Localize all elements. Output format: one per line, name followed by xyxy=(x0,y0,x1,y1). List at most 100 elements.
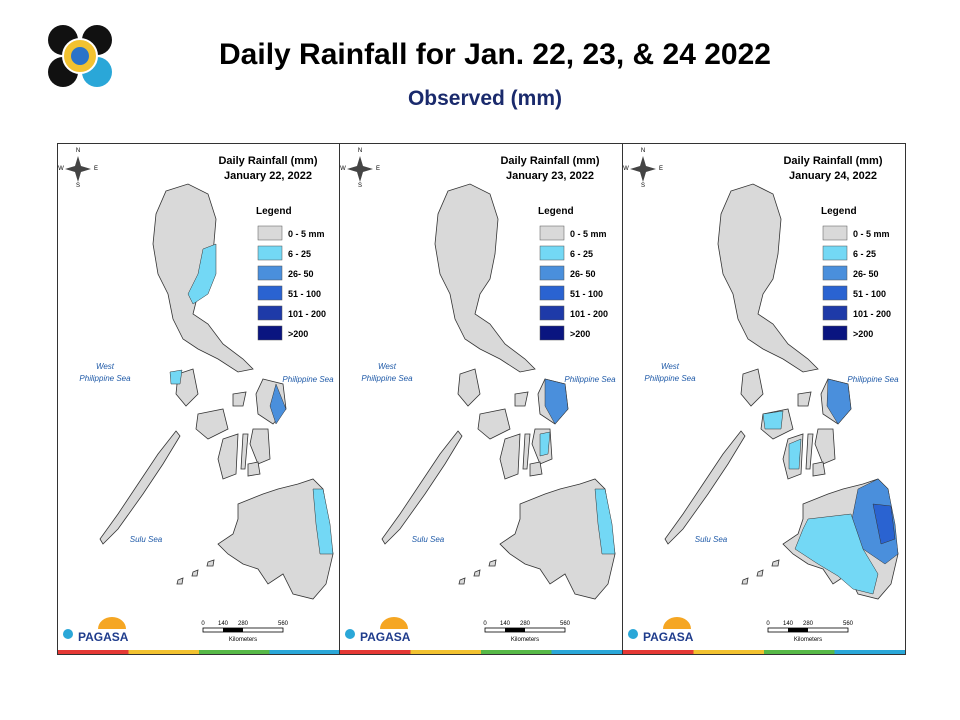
panel-title: Daily Rainfall (mm) xyxy=(500,155,599,167)
rain-area xyxy=(539,431,551,457)
compass-label: S xyxy=(641,183,645,189)
land xyxy=(381,430,463,545)
rain-area xyxy=(788,438,802,470)
logo-mark xyxy=(63,629,73,639)
rain-area xyxy=(762,410,784,430)
land xyxy=(756,569,764,577)
legend-swatch xyxy=(257,245,283,261)
legend-label: 6 - 25 xyxy=(853,249,876,259)
compass-label: W xyxy=(58,166,64,172)
compass-label: N xyxy=(641,148,645,154)
scale-unit: Kilometers xyxy=(511,637,539,643)
legend-label: >200 xyxy=(570,329,590,339)
scale-bar xyxy=(505,628,525,632)
color-strip xyxy=(410,650,481,654)
legend-label: 101 - 200 xyxy=(570,309,608,319)
compass-rose xyxy=(65,156,91,182)
land xyxy=(473,569,481,577)
rain-area xyxy=(544,378,569,425)
logo-umbrella xyxy=(663,617,691,629)
panel-date: January 22, 2022 xyxy=(224,170,312,182)
legend-swatch xyxy=(822,265,848,281)
sea-label: Sulu Sea xyxy=(130,535,163,544)
land xyxy=(814,428,836,465)
land xyxy=(477,408,511,440)
land xyxy=(249,428,271,465)
compass-label: W xyxy=(340,166,346,172)
legend-label: 51 - 100 xyxy=(853,289,886,299)
panel-date: January 23, 2022 xyxy=(506,170,594,182)
logo-text: PAGASA xyxy=(78,630,129,644)
legend-swatch xyxy=(822,285,848,301)
color-strip xyxy=(623,650,694,654)
rain-area xyxy=(594,488,616,555)
sea-label: Philippine Sea xyxy=(361,374,413,383)
logo-text: PAGASA xyxy=(360,630,411,644)
land xyxy=(99,430,181,545)
scale-label: 280 xyxy=(238,621,249,627)
land xyxy=(195,408,229,440)
land xyxy=(499,433,521,480)
legend-title: Legend xyxy=(256,206,292,217)
compass-rose xyxy=(347,156,373,182)
legend-swatch xyxy=(822,245,848,261)
land xyxy=(499,478,616,600)
legend-label: >200 xyxy=(288,329,308,339)
land xyxy=(191,569,199,577)
compass: N E S W xyxy=(623,148,663,189)
agency-logo xyxy=(48,25,112,87)
land xyxy=(805,433,814,470)
color-strip xyxy=(551,650,622,654)
legend-title: Legend xyxy=(821,206,857,217)
panel-date: January 24, 2022 xyxy=(789,170,877,182)
land xyxy=(488,559,497,567)
logo-umbrella xyxy=(98,617,126,629)
subtitle: Observed (mm) xyxy=(407,87,563,110)
compass-label: N xyxy=(76,148,80,154)
land xyxy=(771,559,780,567)
compass-label: E xyxy=(94,166,98,172)
legend-swatch xyxy=(257,305,283,321)
panel-title: Daily Rainfall (mm) xyxy=(218,155,317,167)
legend-label: 26- 50 xyxy=(853,269,879,279)
land xyxy=(232,391,247,407)
panel-title: Daily Rainfall (mm) xyxy=(783,155,882,167)
land xyxy=(812,461,826,477)
legend-label: 26- 50 xyxy=(570,269,596,279)
scale-label: 280 xyxy=(520,621,531,627)
legend-title: Legend xyxy=(538,206,574,217)
legend-swatch xyxy=(539,245,565,261)
map-panel: N E S W Daily Rainfall (mm) January 23, 2022 L… xyxy=(339,143,623,655)
land xyxy=(176,577,184,585)
rain-area xyxy=(269,383,287,425)
legend-label: 51 - 100 xyxy=(288,289,321,299)
land xyxy=(717,183,819,373)
scale-bar xyxy=(223,628,243,632)
legend-swatch xyxy=(257,225,283,241)
scale-unit: Kilometers xyxy=(229,637,257,643)
scale-label: 560 xyxy=(560,621,571,627)
compass-label: N xyxy=(358,148,362,154)
sea-label: West xyxy=(378,362,397,371)
land xyxy=(741,577,749,585)
compass-label: W xyxy=(623,166,629,172)
legend-swatch xyxy=(257,265,283,281)
title: Daily Rainfall for Jan. 22, 23, & 24 202… xyxy=(219,38,771,71)
color-strip xyxy=(764,650,835,654)
legend-label: 0 - 5 mm xyxy=(853,229,890,239)
compass-rose xyxy=(630,156,656,182)
rain-area xyxy=(312,488,334,555)
sea-label: Sulu Sea xyxy=(695,535,728,544)
compass: N E S W xyxy=(58,148,98,189)
logo-mark xyxy=(628,629,638,639)
scale-label: 0 xyxy=(201,621,205,627)
land xyxy=(240,433,249,470)
legend-label: 0 - 5 mm xyxy=(570,229,607,239)
legend-label: 6 - 25 xyxy=(288,249,311,259)
sea-label: Philippine Sea xyxy=(79,374,131,383)
land xyxy=(740,368,764,407)
sea-label: Sulu Sea xyxy=(412,535,445,544)
color-strip xyxy=(199,650,270,654)
color-strip xyxy=(481,650,552,654)
